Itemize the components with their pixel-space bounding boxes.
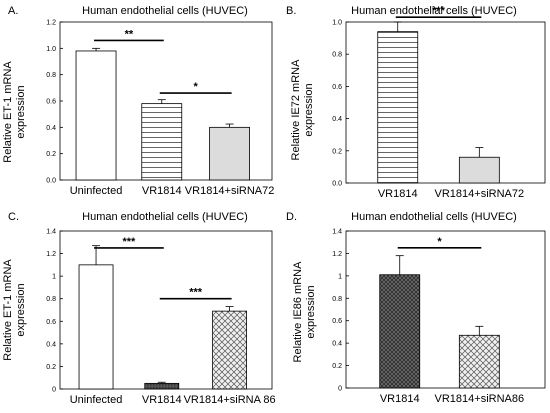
y-tick-label: 0.6 [46,99,56,106]
y-tick-label: 0.6 [332,84,342,91]
bar [379,274,421,389]
y-tick-label: 1 [52,274,56,281]
y-tick-label: 1.2 [46,20,56,27]
y-tick-label: 0.8 [332,52,342,59]
y-tick-label: 0.0 [46,178,56,185]
x-tick-label: VR1814+siRNA 86 [184,394,276,406]
significance-label: *** [432,5,446,17]
plot-area: 0 0.2 0.4 0.6 0.8 1 1.2 1.4 VR1814 VR1814+siRNA86… [332,229,546,405]
bar [144,382,180,390]
y-axis-label: expression [303,83,315,136]
significance-label: *** [122,236,136,248]
y-axis-label: expression [305,285,317,338]
x-tick-label: VR1814 [378,188,418,200]
y-tick-label: 0.6 [332,318,342,325]
y-tick-label: 0.8 [332,296,342,303]
bar [209,126,251,181]
chart-title: Human endothelial cells (HUVEC) [351,211,517,223]
bar [141,103,183,181]
x-tick-label: VR1814+siRNA86 [435,393,525,405]
y-tick-label: 0.8 [46,296,56,303]
panel-label: C. [8,211,19,223]
y-tick-label: 1.2 [332,251,342,258]
y-tick-label: 0.4 [46,341,56,348]
y-tick-label: 1.0 [332,20,342,27]
x-tick-label: Uninfected [70,394,123,406]
panel-a: A. Human endothelial cells (HUVEC) Relat… [2,5,274,197]
bar [458,156,500,184]
panel-label: B. [286,5,296,17]
y-axis-label: expression [15,85,27,138]
bar [212,310,248,390]
y-tick-label: 0.4 [332,116,342,123]
y-tick-label: 0.4 [332,341,342,348]
y-tick-label: 1.4 [46,229,56,236]
bar [458,334,500,389]
significance-label: ** [125,28,134,40]
y-axis-label: expression [15,283,27,336]
y-tick-label: 0.2 [46,151,56,158]
y-axis-label: Relative IE86 mRNA [292,261,304,363]
chart-title: Human endothelial cells (HUVEC) [82,211,248,223]
chart-title: Human endothelial cells (HUVEC) [351,5,517,17]
bar [78,264,114,390]
panel-d: D. Human endothelial cells (HUVEC) Relat… [286,211,546,405]
plot-area: 0.0 0.2 0.4 0.6 0.8 1.0 1.2 Uninfected VR1814 VR1… [46,20,274,198]
bar [75,50,117,181]
significance-label: *** [189,287,203,299]
significance-label: * [194,81,199,93]
y-tick-label: 0.2 [46,364,56,371]
x-tick-label: VR1814 [380,393,420,405]
y-tick-label: 1.0 [46,46,56,53]
y-tick-label: 0.4 [46,125,56,132]
panel-b: B. Human endothelial cells (HUVEC) Relat… [286,5,546,200]
y-tick-label: 1.4 [332,229,342,236]
plot-area: 0 0.2 0.4 0.6 0.8 1 1.2 1.4 Uninfected VR1814 VR18… [46,229,275,407]
x-tick-label: VR1814+siRNA72 [185,185,275,197]
y-tick-label: 0.0 [332,181,342,188]
chart-title: Human endothelial cells (HUVEC) [82,5,248,17]
y-axis-label: Relative ET-1 mRNA [2,259,14,361]
y-tick-label: 0.2 [332,148,342,155]
panel-label: A. [8,5,18,17]
plot-area: 0.0 0.2 0.4 0.6 0.8 1.0 VR1814 VR1814+siRNA72 **… [332,5,546,200]
y-tick-label: 0 [52,387,56,394]
y-axis-label: Relative IE72 mRNA [290,59,302,161]
significance-label: * [437,236,442,248]
x-tick-label: VR1814 [142,394,182,406]
y-tick-label: 0.8 [46,72,56,79]
y-tick-label: 0 [338,386,342,393]
y-tick-label: 1 [338,273,342,280]
plot-frame [345,230,546,389]
x-tick-label: VR1814+siRNA72 [435,188,525,200]
y-axis-label: Relative ET-1 mRNA [2,61,14,163]
y-tick-label: 1.2 [46,251,56,258]
x-tick-label: Uninfected [70,185,123,197]
bar [377,31,419,184]
y-tick-label: 0.6 [46,319,56,326]
y-tick-label: 0.2 [332,363,342,370]
x-tick-label: VR1814 [142,185,182,197]
panel-label: D. [286,211,297,223]
panel-c: C. Human endothelial cells (HUVEC) Relat… [2,211,276,406]
plot-frame [345,21,546,184]
